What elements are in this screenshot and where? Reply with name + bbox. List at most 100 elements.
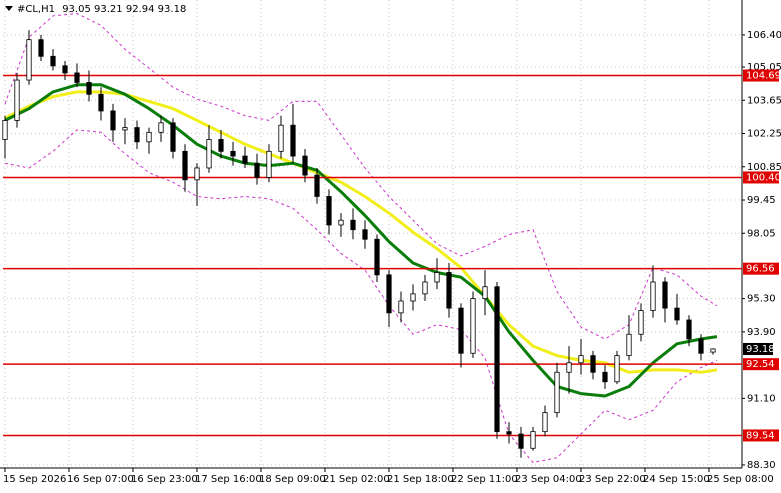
level-label-bg [743, 358, 779, 371]
candle-body [26, 39, 32, 81]
candle-body [458, 307, 464, 354]
candle-body [398, 300, 404, 314]
candle-body [470, 298, 476, 354]
price-label: 93.18 [746, 344, 775, 355]
candle-body [338, 219, 344, 226]
y-tick-label: 98.05 [747, 228, 776, 239]
indicators [4, 13, 718, 463]
band-line [4, 13, 718, 340]
candle-body [146, 131, 152, 143]
level-label-bg [743, 171, 779, 184]
candle-body [218, 139, 224, 152]
candle-body [566, 362, 572, 373]
price-label-bg [743, 342, 773, 355]
candle-body [38, 39, 44, 57]
candle-body [590, 355, 596, 373]
header-open: 93.05 [62, 4, 91, 15]
candle-body [278, 124, 284, 152]
y-tick-label: 88.30 [747, 460, 776, 471]
x-tick-label: 15 Sep 2026 [3, 474, 66, 485]
candle-body [434, 272, 440, 283]
symbol: #CL,H1 [17, 4, 55, 15]
candle-body [578, 355, 584, 364]
candle-body [410, 293, 416, 302]
candle-body [194, 167, 200, 181]
x-tick-label: 24 Sep 15:00 [643, 474, 710, 485]
y-tick-label: 99.45 [747, 195, 776, 206]
candle-body [698, 338, 704, 354]
header-high: 93.21 [94, 4, 123, 15]
candle-body [170, 122, 176, 152]
candle-body [422, 281, 428, 295]
candle-body [518, 433, 524, 449]
candle-body [662, 281, 668, 309]
candle-body [158, 122, 164, 133]
candle-body [554, 371, 560, 414]
level-label: 92.54 [746, 359, 775, 370]
candle-body [494, 286, 500, 433]
candle-body [62, 65, 68, 74]
candle-body [650, 281, 656, 311]
header-low: 92.94 [126, 4, 155, 15]
candle-body [614, 355, 620, 383]
candle-body [86, 82, 92, 95]
x-tick-label: 16 Sep 23:00 [131, 474, 198, 485]
candle-body [254, 162, 260, 178]
candle-body [374, 238, 380, 276]
y-tick-label: 103.65 [747, 95, 781, 106]
candle-body [626, 333, 632, 357]
candle-body [350, 219, 356, 231]
x-tick-label: 21 Sep 02:00 [323, 474, 390, 485]
candle-body [14, 79, 20, 121]
candle-body [602, 371, 608, 383]
candle-body [290, 124, 296, 157]
y-tick-label: 106.40 [747, 30, 781, 41]
level-label: 100.40 [746, 172, 781, 183]
x-tick-label: 17 Sep 16:00 [195, 474, 262, 485]
candle-body [134, 127, 140, 143]
level-label-bg [743, 429, 779, 442]
candle-body [446, 272, 452, 309]
y-tick-label: 100.85 [747, 162, 781, 173]
candle-body [110, 110, 116, 131]
candle-body [530, 431, 536, 449]
symbol-icon [5, 6, 13, 11]
moving-average [4, 83, 718, 398]
candle-body [182, 150, 188, 181]
candle-body [674, 307, 680, 321]
candle-body [2, 120, 8, 140]
y-tick-label: 91.10 [747, 393, 776, 404]
x-tick-label: 23 Sep 04:00 [515, 474, 582, 485]
candle-body [314, 174, 320, 197]
candle-body [50, 55, 56, 67]
y-tick-label: 105.05 [747, 62, 781, 73]
x-tick-label: 18 Sep 09:00 [259, 474, 326, 485]
candle-body [542, 412, 548, 433]
x-tick-label: 16 Sep 07:00 [67, 474, 134, 485]
candle-body [122, 127, 128, 131]
level-label: 104.69 [746, 71, 781, 82]
candle-body [326, 196, 332, 226]
candle-body [362, 229, 368, 240]
level-label-bg [743, 69, 779, 82]
x-tick-label: 23 Sep 22:00 [579, 474, 646, 485]
chart-header: #CL,H1 93.05 93.21 92.94 93.18 [17, 4, 186, 15]
level-label-bg [743, 262, 779, 275]
candle-body [206, 139, 212, 169]
x-tick-label: 25 Sep 08:00 [707, 474, 774, 485]
candle-body [230, 150, 236, 157]
y-tick-label: 93.90 [747, 327, 776, 338]
candle-body [302, 155, 308, 176]
candle-body [710, 348, 716, 353]
x-tick-label: 21 Sep 18:00 [387, 474, 454, 485]
x-tick-label: 22 Sep 11:00 [451, 474, 518, 485]
header-close: 93.18 [158, 4, 187, 15]
y-tick-label: 102.25 [747, 129, 781, 140]
candle-body [638, 310, 644, 335]
candle-body [266, 150, 272, 178]
level-label: 96.56 [746, 264, 775, 275]
candle-body [686, 319, 692, 340]
candle-body [386, 274, 392, 314]
candle-body [506, 431, 512, 435]
